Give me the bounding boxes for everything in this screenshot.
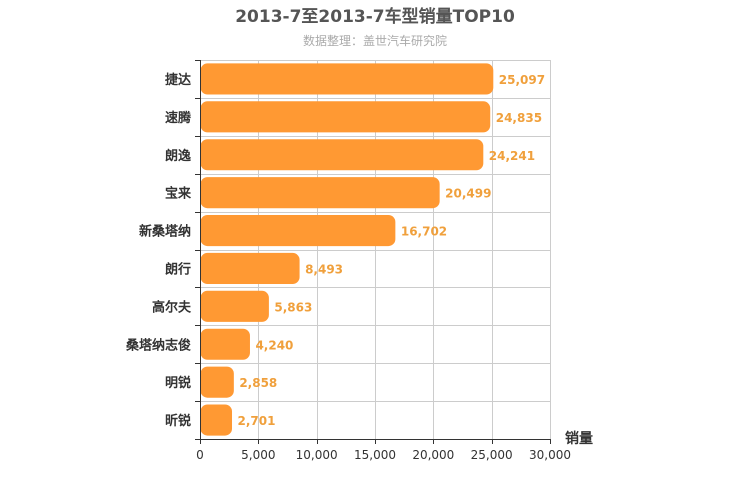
bar (200, 366, 234, 398)
x-tick-label: 5,000 (241, 448, 275, 462)
x-tick-label: 0 (196, 448, 204, 462)
axes (195, 60, 551, 444)
category-label: 朗行 (165, 261, 191, 277)
value-label: 24,835 (496, 111, 542, 125)
bars (200, 63, 494, 436)
bar (200, 177, 440, 209)
x-tick-label: 10,000 (296, 448, 338, 462)
category-label: 朗逸 (165, 148, 191, 164)
value-label: 20,499 (445, 187, 491, 201)
value-label: 16,702 (401, 225, 447, 239)
x-tick-label: 30,000 (529, 448, 571, 462)
bar (200, 215, 396, 247)
category-label: 捷达 (165, 72, 191, 88)
bar (200, 404, 233, 436)
chart-subtitle: 数据整理：盖世汽车研究院 (303, 33, 447, 48)
bar (200, 101, 491, 133)
value-labels: 25,097 24,835 24,241 20,499 16,702 8,493 5,863… (238, 73, 546, 428)
category-label: 高尔夫 (152, 299, 192, 315)
bar (200, 63, 494, 95)
bar (200, 252, 300, 284)
bar (200, 139, 484, 171)
category-label: 昕锐 (165, 413, 191, 429)
value-label: 25,097 (499, 73, 545, 87)
value-label: 8,493 (305, 262, 343, 276)
value-label: 4,240 (255, 338, 293, 352)
x-axis-title: 销量 (565, 430, 593, 447)
bar (200, 328, 250, 360)
chart-title: 2013-7至2013-7车型销量TOP10 (235, 6, 515, 27)
tick-labels: 0 5,000 10,000 15,000 20,000 25,000 30,000 (196, 448, 571, 462)
category-label: 速腾 (165, 110, 192, 126)
category-label: 新桑塔纳 (139, 224, 191, 240)
value-label: 5,863 (274, 300, 312, 314)
x-tick-label: 15,000 (354, 448, 396, 462)
value-label: 2,858 (239, 376, 277, 390)
x-tick-label: 20,000 (412, 448, 454, 462)
grid-lines (200, 60, 551, 439)
category-label: 明锐 (165, 375, 191, 391)
value-label: 24,241 (489, 149, 535, 163)
value-label: 2,701 (238, 414, 276, 428)
bar (200, 290, 269, 322)
x-tick-label: 25,000 (471, 448, 513, 462)
category-label: 宝来 (165, 186, 192, 202)
category-label: 桑塔纳志俊 (125, 337, 191, 353)
